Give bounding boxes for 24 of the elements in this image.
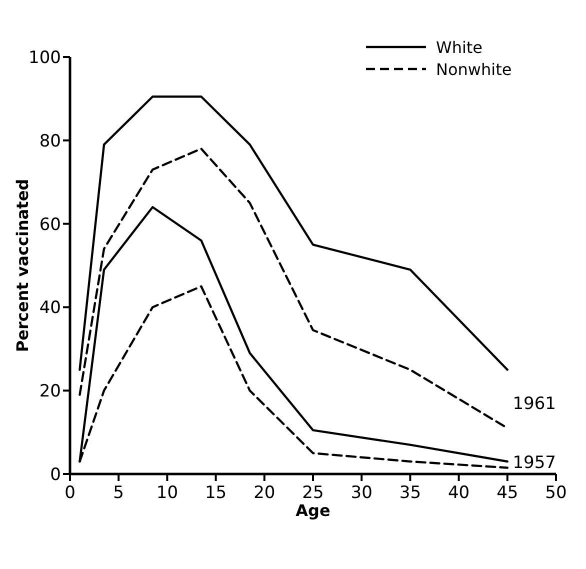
x-tick-label: 30 [350,483,372,503]
annotation: 1961 [512,394,556,414]
y-tick-label: 20 [39,382,61,402]
x-tick-label: 10 [156,483,178,503]
x-tick-label: 0 [64,483,76,503]
x-tick-label: 35 [399,483,422,503]
x-tick-label: 20 [254,483,276,503]
x-tick-label: 40 [448,483,470,503]
y-tick-label: 0 [50,465,61,485]
legend-label: White [436,38,483,57]
y-tick-label: 40 [39,298,61,318]
y-tick-label: 80 [39,131,61,152]
x-tick-label: 50 [545,483,567,503]
x-tick-label: 25 [302,483,324,503]
x-tick-label: 5 [113,483,124,503]
y-tick-label: 100 [28,48,61,68]
line-series [78,96,508,371]
x-tick-label: 15 [204,483,227,503]
x-tick-label: 45 [496,483,518,503]
x-axis-title: Age [296,501,330,520]
annotation: 1957 [512,453,556,473]
y-axis-title: Percent vaccinated [13,178,32,352]
y-tick-label: 60 [39,214,61,235]
legend-label: Nonwhite [436,60,512,79]
